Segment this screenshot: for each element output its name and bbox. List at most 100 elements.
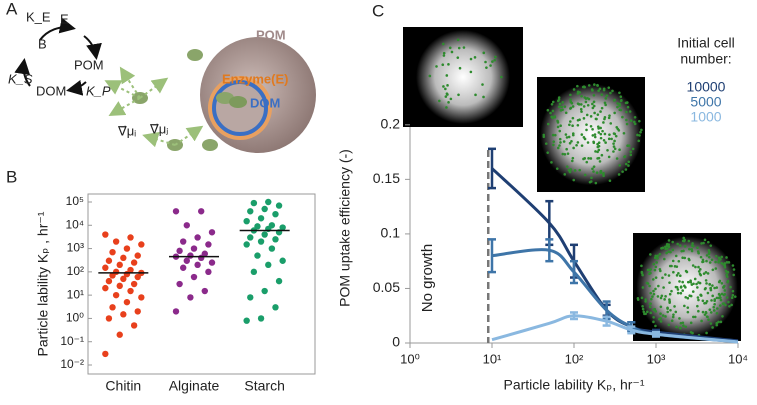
inset-cell — [708, 283, 711, 286]
inset-cell — [693, 277, 697, 281]
inset-cell — [591, 102, 594, 106]
inset-cell — [583, 173, 587, 177]
dot — [279, 224, 286, 231]
inset-cell — [720, 281, 724, 285]
inset-cell — [583, 96, 587, 99]
inset-cell — [725, 270, 729, 274]
inset-cell — [585, 128, 588, 132]
inset-cell — [653, 307, 657, 311]
inset-cell — [659, 312, 662, 316]
inset-cell — [564, 111, 568, 115]
inset-cell — [701, 260, 705, 263]
inset-cell — [602, 138, 606, 142]
inset-cell — [696, 246, 699, 249]
inset-cell — [711, 326, 714, 329]
inset-cell — [625, 118, 628, 122]
inset-cell — [648, 305, 652, 309]
inset-cell — [558, 102, 562, 106]
inset-cell — [599, 110, 602, 113]
error-bar — [627, 325, 636, 335]
inset-cell — [702, 272, 706, 275]
inset-cell — [651, 295, 654, 298]
inset-cell — [692, 315, 695, 319]
inset-cell — [697, 281, 700, 284]
dot — [127, 287, 134, 295]
dot — [109, 248, 116, 256]
inset-cell — [689, 280, 693, 284]
inset-cell — [661, 314, 665, 317]
inset-cell — [552, 143, 555, 147]
inset-cell — [567, 135, 571, 139]
inset-cell — [553, 133, 557, 137]
inset-cell — [458, 66, 462, 70]
inset-cell — [678, 244, 682, 247]
inset-cell — [558, 144, 561, 147]
inset-cell — [608, 114, 611, 117]
inset-cell — [709, 244, 713, 247]
inset-cell — [704, 279, 708, 282]
inset-cell — [713, 298, 717, 301]
inset-cell — [484, 60, 487, 64]
y-tick-label: 0.1 — [381, 225, 401, 241]
inset-cell — [565, 147, 568, 151]
inset-cell — [641, 286, 645, 289]
inset-cell — [667, 245, 671, 249]
dot — [190, 273, 198, 281]
dot — [261, 287, 268, 295]
dot — [275, 277, 283, 285]
dot — [134, 308, 141, 315]
inset-cell — [590, 176, 593, 180]
dot — [208, 259, 216, 266]
plot-frame — [87, 193, 316, 375]
dot — [272, 304, 279, 311]
inset-cell — [722, 285, 725, 289]
inset-cell — [585, 123, 588, 126]
inset-cell — [595, 117, 598, 121]
label: DOM — [250, 95, 280, 110]
dot — [180, 264, 187, 271]
inset-cell — [699, 293, 702, 297]
dot — [194, 261, 201, 269]
inset-cell — [571, 105, 575, 108]
inset-cell — [732, 268, 736, 271]
dot — [198, 208, 205, 215]
dot — [208, 229, 216, 236]
inset-cell — [598, 160, 602, 163]
inset-cell — [573, 169, 577, 172]
inset-cell — [713, 302, 716, 306]
inset-cell — [447, 63, 450, 66]
inset-cell — [579, 107, 583, 111]
inset-cell — [614, 134, 618, 138]
inset-cell — [705, 331, 708, 335]
inset-cell — [603, 101, 607, 105]
inset-cell — [728, 304, 731, 308]
inset-cell — [723, 289, 727, 292]
inset-cell — [701, 299, 705, 303]
inset-cell — [679, 291, 683, 295]
inset-cell — [661, 246, 665, 250]
dot — [120, 275, 127, 283]
inset-cell — [663, 257, 666, 261]
inset-cell — [582, 136, 586, 139]
inset-cell — [679, 321, 683, 325]
inset-cell — [596, 150, 599, 154]
inset-cell — [702, 241, 705, 245]
inset-cell — [708, 250, 711, 254]
inset-cell — [568, 123, 571, 127]
inset-cell — [593, 83, 596, 86]
inset-cell — [571, 124, 574, 127]
inset-cell — [595, 171, 599, 175]
inset-cell — [726, 279, 730, 283]
inset-cell — [627, 160, 631, 164]
inset-cell — [701, 310, 705, 314]
inset-cell — [731, 293, 735, 297]
inset-cell — [625, 110, 628, 114]
inset-cell — [664, 315, 667, 318]
inset-cell — [723, 292, 727, 296]
inset-cell — [719, 320, 723, 324]
inset-cell — [572, 88, 576, 91]
inset-cell — [691, 290, 695, 293]
inset-cell — [669, 308, 672, 312]
inset-cell — [688, 247, 691, 251]
inset-cell — [666, 310, 670, 314]
